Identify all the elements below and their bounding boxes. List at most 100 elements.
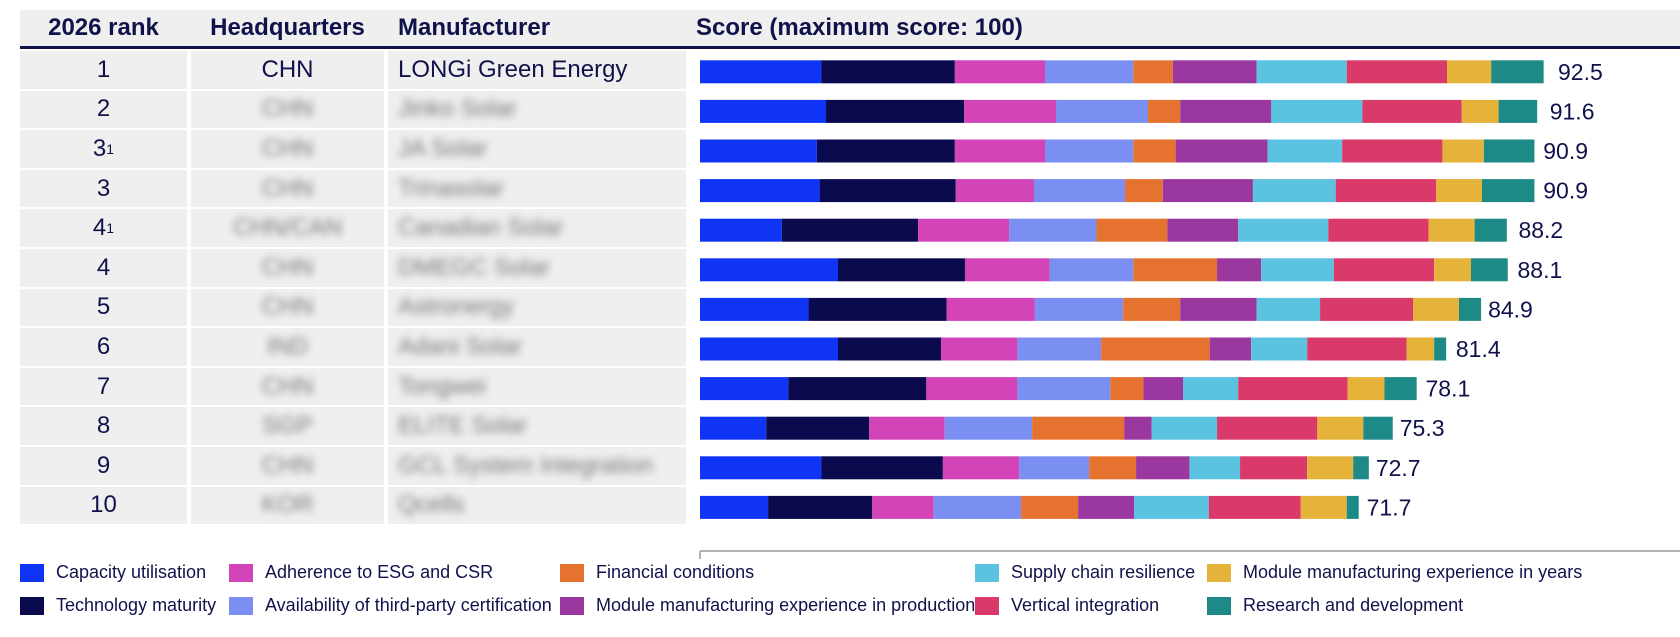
legend-label: Capacity utilisation: [56, 562, 207, 582]
table-row: 1 CHN LONGi Green Energy: [20, 51, 686, 91]
table-header: 2026 rank Headquarters Manufacturer: [20, 10, 686, 46]
bar-segment: [1034, 297, 1124, 321]
bar-segment: [700, 179, 820, 203]
headquarters-cell: CHN: [191, 90, 384, 129]
data-label: 90.9: [1543, 178, 1588, 204]
bar-segment: [1384, 377, 1417, 401]
bar-segment: [1189, 456, 1241, 480]
rank-value: 2: [96, 95, 111, 123]
bar-segment: [1307, 456, 1354, 480]
bar-segment: [700, 297, 809, 321]
rank-value: 1: [96, 55, 111, 83]
legend-label: Supply chain resilience: [1011, 562, 1196, 582]
bar-segment: [1333, 258, 1435, 282]
table-row: 7 CHN Tongwei: [20, 367, 686, 408]
bar-segment: [1491, 60, 1544, 84]
bar-segment: [942, 456, 1020, 480]
bar-segment: [1307, 337, 1407, 361]
headquarters-value: SGP: [262, 412, 313, 440]
manufacturer-value: GCL System Integration: [398, 451, 654, 479]
rank-value: 3: [92, 134, 107, 162]
table-row: 6 IND Adani Solar: [20, 328, 686, 368]
rank-cell: 9: [20, 446, 187, 485]
chart-legend: Capacity utilisation Technology maturity A…: [20, 562, 1680, 632]
rank-value: 4: [92, 214, 107, 242]
bar-segment: [1172, 60, 1257, 84]
bar-segment: [1482, 179, 1535, 203]
headquarters-value: CHN: [261, 293, 314, 321]
legend-swatch: [20, 596, 44, 615]
manufacturer-value: JA Solar: [398, 134, 488, 162]
bar-segment: [1406, 337, 1435, 361]
legend-swatch: [1207, 563, 1231, 582]
bar-segment: [1167, 218, 1239, 242]
bar-segment: [700, 218, 782, 242]
bar-segment: [700, 456, 822, 480]
header-rule: [20, 46, 1680, 49]
bar-segment: [1123, 297, 1181, 321]
bar-segment: [1328, 218, 1429, 242]
manufacturer-cell: JA Solar: [388, 130, 686, 168]
legend-swatch: [975, 596, 999, 615]
legend-swatch: [229, 563, 253, 582]
bar-segment: [1498, 99, 1538, 123]
data-label: 72.7: [1376, 455, 1421, 481]
bar-segment: [700, 99, 827, 123]
bar-segment: [1110, 377, 1144, 401]
bar-segment: [1133, 258, 1218, 282]
bar-segment: [955, 179, 1034, 203]
headquarters-cell: CHN: [191, 248, 384, 287]
manufacturer-value: Canadian Solar: [398, 214, 564, 242]
bar-segment: [1208, 495, 1301, 519]
headquarters-value: CHN: [261, 134, 314, 162]
headquarters-cell: CHN: [191, 288, 384, 327]
bar-segment: [1133, 60, 1173, 84]
rank-value: 4: [96, 253, 111, 281]
headquarters-value: CHN: [261, 253, 314, 281]
bar-segment: [1009, 218, 1097, 242]
bar-segment: [1442, 139, 1484, 163]
bar-segment: [1033, 179, 1126, 203]
bar-segment: [1089, 456, 1137, 480]
table-row: 4 1 CHN/CAN Canadian Solar: [20, 209, 686, 249]
manufacturer-value: Adani Solar: [398, 332, 523, 360]
bar-segment: [700, 60, 822, 84]
bar-segment: [768, 495, 873, 519]
bar-segment: [781, 218, 919, 242]
bar-segment: [1143, 377, 1183, 401]
bar-segment: [1342, 139, 1443, 163]
table-body: 1 CHN LONGi Green Energy 2 CHN Jinko Solar 3 1 C…: [20, 51, 686, 527]
bar-segment: [1017, 337, 1102, 361]
legend-label: Research and development: [1243, 595, 1464, 615]
bar-segment: [1261, 258, 1334, 282]
bar-segment: [954, 60, 1045, 84]
bar-segment: [1353, 456, 1369, 480]
rank-cell: 1: [20, 51, 187, 89]
manufacturer-value: LONGi Green Energy: [398, 55, 628, 83]
bar-segment: [1238, 218, 1329, 242]
bar-segment: [700, 258, 838, 282]
headquarters-cell: CHN: [191, 367, 384, 406]
manufacturer-value: Trinasolar: [398, 174, 504, 202]
headquarters-value: CHN: [261, 174, 314, 202]
rank-cell: 10: [20, 486, 187, 525]
rank-cell: 3: [20, 169, 187, 208]
rank-value: 5: [96, 293, 111, 321]
data-label: 81.4: [1456, 336, 1501, 362]
data-label: 90.9: [1543, 138, 1588, 164]
bar-segment: [964, 99, 1057, 123]
bar-segment: [1217, 258, 1262, 282]
legend-swatch: [1207, 596, 1231, 615]
bar-segment: [826, 99, 965, 123]
table-row: 5 CHN Astronergy: [20, 288, 686, 329]
bar-segment: [1136, 456, 1190, 480]
manufacturer-cell: GCL System Integration: [388, 446, 686, 485]
manufacturer-cell: DMEGC Solar: [388, 248, 686, 287]
bar-segment: [1133, 139, 1176, 163]
manufacturer-cell: ELITE Solar: [388, 407, 686, 445]
rank-value: 3: [96, 174, 111, 202]
bar-segment: [700, 337, 838, 361]
bar-segment: [869, 416, 945, 440]
bar-segment: [1447, 60, 1492, 84]
